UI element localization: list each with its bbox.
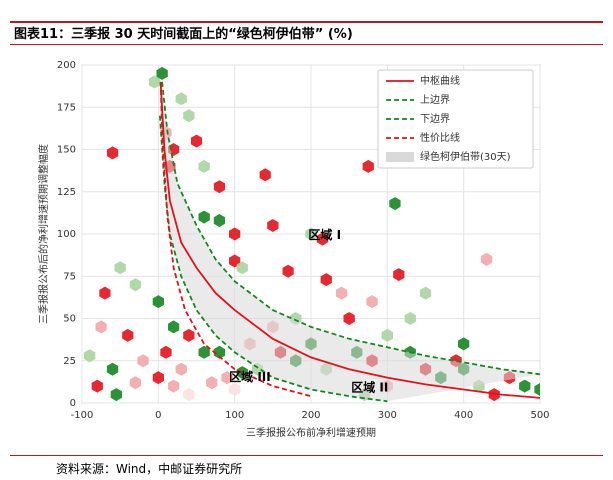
hexbin: [198, 210, 210, 224]
x-tick-label: 400: [454, 410, 473, 421]
hexbin: [106, 362, 119, 376]
hexbin: [458, 337, 470, 351]
hexbin: [519, 379, 531, 393]
hexbin: [175, 362, 187, 376]
legend-swatch: [386, 152, 414, 162]
hexbin: [488, 388, 500, 402]
hexbin: [84, 349, 96, 363]
band: [159, 81, 540, 402]
hexbin: [389, 197, 401, 211]
hexbin: [534, 383, 540, 396]
line: [159, 115, 388, 403]
hexbin: [404, 312, 416, 325]
line: [159, 81, 540, 399]
hexbin: [152, 295, 164, 309]
hexbin: [381, 328, 393, 342]
line: [159, 81, 312, 398]
legend-label: 性价比线: [420, 131, 460, 144]
hexbin: [168, 320, 180, 334]
hexbin: [198, 159, 210, 173]
x-tick-label: 100: [225, 410, 244, 421]
hexbin: [122, 328, 134, 342]
y-tick-label: 175: [57, 102, 76, 113]
hexbin: [129, 376, 142, 390]
chart-title: 图表11：三季报 30 天时间截面上的“绿色柯伊伯带” (%): [10, 21, 603, 45]
hexbin: [183, 388, 195, 402]
y-axis-label: 三季报报公布后的净利增速预期调整幅度: [37, 144, 50, 324]
hexbin: [213, 214, 225, 227]
y-tick-label: 150: [57, 145, 76, 156]
y-tick-label: 100: [57, 229, 76, 240]
source: 资料来源：Wind，中邮证券研究所: [10, 455, 603, 477]
hexbin: [480, 252, 493, 266]
legend: [377, 69, 534, 169]
hexbin: [152, 371, 164, 385]
hexbin: [236, 261, 248, 275]
hexbin: [129, 278, 142, 292]
x-tick-label: 200: [301, 410, 320, 421]
y-tick-label: 25: [63, 356, 76, 367]
hexbin: [175, 92, 187, 106]
hexbin: [282, 264, 294, 278]
hexbin: [305, 227, 317, 241]
y-tick-label: 125: [57, 187, 76, 198]
x-tick-label: 500: [530, 410, 549, 421]
hexbin: [362, 159, 374, 173]
hexbin: [213, 345, 225, 359]
hexbin: [114, 261, 126, 275]
hexbin: [320, 273, 332, 287]
x-tick-label: -100: [71, 410, 94, 421]
annotation: 区域 I: [308, 227, 341, 242]
hexbin: [190, 134, 203, 148]
hexbin: [168, 379, 180, 393]
legend-label: 上边界: [420, 94, 450, 106]
hexbin: [110, 388, 122, 402]
hexbin: [183, 109, 195, 123]
hexbin: [137, 354, 149, 368]
hexbin: [106, 146, 119, 160]
hexbin: [95, 320, 107, 334]
legend-label: 绿色柯伊伯带(30天): [420, 150, 511, 163]
annotation: 区域 II: [351, 379, 388, 394]
x-tick-label: 300: [378, 410, 397, 421]
plot-layer: [84, 66, 540, 403]
hexbin: [99, 286, 111, 300]
line: [161, 81, 540, 376]
hexbin: [229, 227, 241, 241]
y-tick-label: 0: [70, 398, 76, 409]
hexbin: [156, 66, 168, 80]
hexbin: [316, 232, 329, 246]
x-axis-label: 三季报报公布前净利增速预期: [246, 426, 376, 439]
hexbin: [213, 180, 225, 194]
hexbin: [335, 286, 348, 300]
hexbin: [259, 168, 271, 182]
annotation: 区域 III: [229, 369, 271, 384]
hexbin: [198, 345, 210, 359]
hexbin: [236, 366, 248, 380]
hexbin: [160, 345, 172, 359]
y-tick-label: 50: [63, 314, 76, 325]
hexbin: [221, 371, 233, 385]
hexbin: [206, 376, 218, 390]
x-tick-label: 0: [155, 410, 161, 421]
legend-label: 下边界: [420, 113, 450, 125]
hexbin: [183, 328, 195, 342]
hexbin: [267, 219, 279, 232]
hexbin: [229, 383, 241, 396]
hexbin: [343, 312, 355, 325]
hexbin: [393, 268, 405, 282]
hexbin: [419, 286, 432, 300]
hexbin: [366, 295, 378, 309]
hexbin: [148, 75, 161, 89]
y-tick-label: 200: [57, 60, 76, 71]
legend-label: 中枢曲线: [420, 74, 460, 87]
y-tick-label: 75: [63, 271, 76, 282]
hexbin: [91, 379, 103, 393]
